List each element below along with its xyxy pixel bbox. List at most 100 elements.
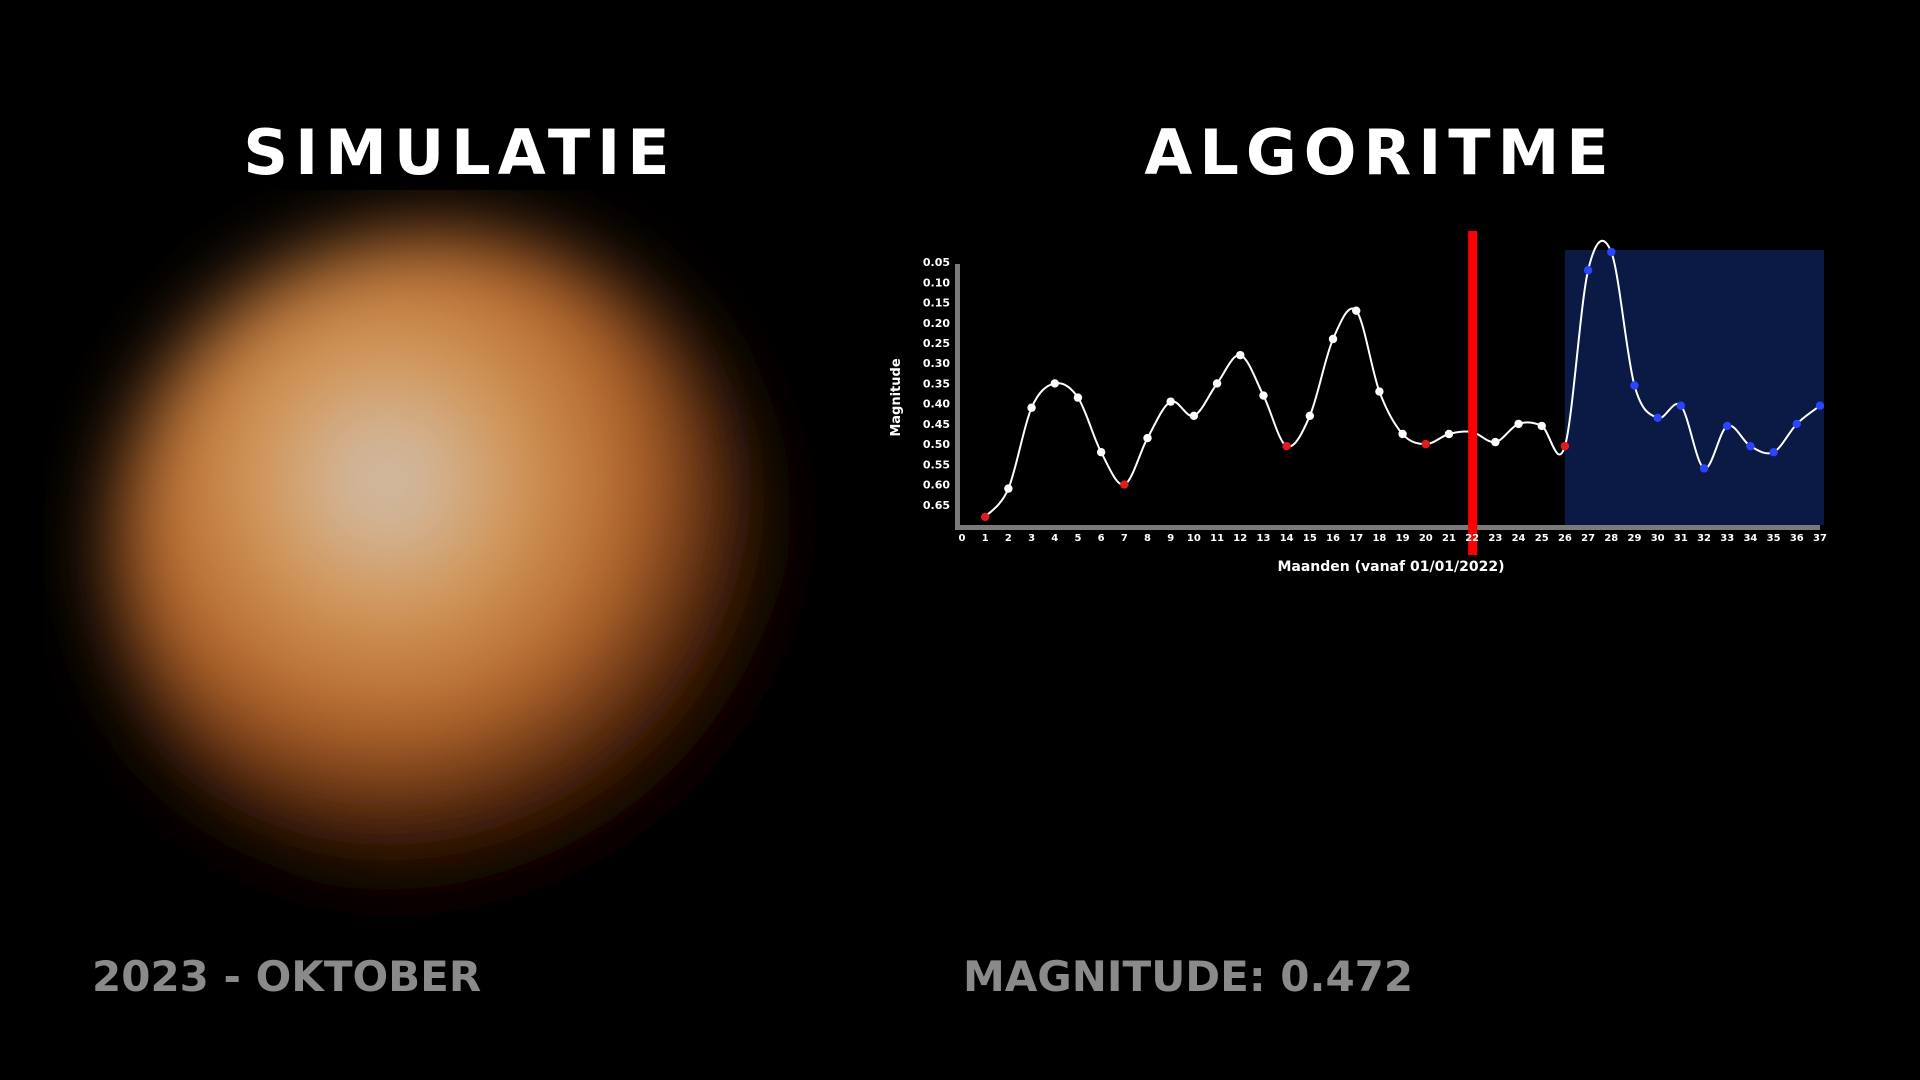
data-point-observed [1073, 393, 1083, 402]
data-point-observed [1352, 306, 1361, 315]
x-tick-label: 19 [1396, 533, 1410, 544]
data-point-forecast [1583, 266, 1593, 275]
data-point-observed [1027, 403, 1036, 412]
data-point-observed [1398, 429, 1407, 439]
x-tick-label: 2 [1005, 533, 1012, 544]
data-point-observed [1212, 379, 1222, 388]
data-point-observed [1050, 379, 1059, 388]
x-tick-label: 28 [1604, 533, 1618, 544]
y-tick-label: 0.10 [923, 276, 950, 289]
data-point-observed [1143, 433, 1152, 443]
data-point-forecast [1676, 401, 1686, 410]
x-tick-label: 32 [1697, 533, 1711, 544]
data-point-forecast [1699, 464, 1709, 473]
y-tick-label: 0.25 [923, 337, 950, 350]
data-point-observed [1537, 421, 1546, 431]
x-axis-label: Maanden (vanaf 01/01/2022) [1277, 559, 1504, 575]
data-point-observed [1004, 484, 1013, 493]
data-point-forecast [1792, 419, 1802, 429]
y-tick-label: 0.20 [923, 317, 950, 330]
x-tick-label: 15 [1303, 533, 1317, 544]
y-axis-label: Magnitude [889, 358, 904, 437]
data-point-observed [1491, 437, 1500, 447]
data-point-forecast [1607, 247, 1616, 257]
x-tick-label: 5 [1074, 533, 1081, 544]
data-point-observed [1328, 334, 1338, 344]
y-tick-label: 0.65 [923, 499, 950, 512]
data-point-forecast [1630, 381, 1639, 390]
x-tick-label: 16 [1326, 533, 1340, 544]
forecast-region [1564, 250, 1824, 525]
x-tick-label: 23 [1488, 533, 1502, 544]
x-tick-label: 22 [1465, 533, 1479, 544]
x-tick-label: 8 [1144, 533, 1151, 544]
data-point-observed [1514, 419, 1523, 429]
data-point-forecast [1769, 448, 1778, 457]
data-point-observed [1375, 387, 1384, 396]
x-tick-label: 14 [1280, 533, 1294, 544]
star-glow [110, 230, 770, 890]
x-tick-label: 4 [1051, 533, 1058, 544]
data-point-observed [1305, 411, 1315, 421]
data-point-forecast [1653, 413, 1662, 423]
y-tick-label: 0.40 [923, 398, 950, 411]
x-tick-label: 11 [1210, 533, 1224, 544]
data-point-minimum [1120, 480, 1129, 489]
x-tick-label: 34 [1743, 533, 1757, 544]
data-point-observed [1189, 411, 1199, 421]
x-tick-label: 6 [1098, 533, 1105, 544]
x-tick-label: 17 [1349, 533, 1363, 544]
x-tick-label: 9 [1167, 533, 1174, 544]
data-point-observed [1166, 397, 1175, 406]
y-tick-label: 0.60 [923, 479, 950, 492]
simulation-date-label: 2023 - OKTOBER [92, 952, 482, 1001]
data-point-observed [1259, 391, 1268, 400]
x-tick-label: 13 [1256, 533, 1270, 544]
data-point-minimum [1560, 441, 1570, 451]
data-point-minimum [1421, 439, 1430, 449]
data-point-minimum [980, 512, 990, 522]
y-axis [955, 264, 960, 529]
algorithm-title: ALGORITME [1144, 116, 1616, 189]
x-tick-label: 21 [1442, 533, 1456, 544]
x-tick-label: 20 [1419, 533, 1433, 544]
y-tick-label: 0.45 [923, 418, 950, 431]
data-point-observed [1096, 448, 1106, 457]
x-tick-label: 24 [1512, 533, 1526, 544]
x-tick-label: 25 [1535, 533, 1549, 544]
x-tick-label: 12 [1233, 533, 1247, 544]
magnitude-readout: MAGNITUDE: 0.472 [963, 952, 1413, 1002]
x-tick-label: 31 [1674, 533, 1688, 544]
data-point-forecast [1746, 441, 1755, 451]
x-tick-label: 18 [1372, 533, 1386, 544]
data-point-minimum [1282, 441, 1291, 451]
star-simulation-image [110, 230, 770, 890]
y-tick-label: 0.35 [923, 377, 950, 390]
x-tick-label: 0 [959, 533, 966, 544]
x-tick-label: 36 [1790, 533, 1804, 544]
x-tick-label: 7 [1121, 533, 1128, 544]
x-tick-label: 37 [1813, 533, 1827, 544]
magnitude-value: 0.472 [1280, 952, 1414, 1001]
x-tick-label: 30 [1651, 533, 1665, 544]
x-tick-label: 33 [1720, 533, 1734, 544]
magnitude-prefix: MAGNITUDE: [963, 952, 1266, 1001]
x-tick-label: 26 [1558, 533, 1572, 544]
x-axis [955, 525, 1820, 530]
y-tick-label: 0.30 [923, 357, 950, 370]
data-point-observed [1444, 429, 1454, 439]
x-tick-label: 1 [982, 533, 989, 544]
data-point-forecast [1815, 401, 1825, 410]
y-tick-label: 0.15 [923, 297, 950, 310]
x-tick-label: 3 [1028, 533, 1035, 544]
x-tick-label: 29 [1628, 533, 1642, 544]
x-tick-label: 35 [1767, 533, 1781, 544]
x-tick-label: 27 [1581, 533, 1595, 544]
x-tick-label: 10 [1187, 533, 1201, 544]
y-tick-label: 0.50 [923, 438, 950, 451]
data-point-observed [1236, 350, 1245, 360]
y-tick-label: 0.55 [923, 458, 950, 471]
y-tick-label: 0.05 [923, 256, 950, 269]
simulation-title: SIMULATIE [243, 116, 677, 189]
